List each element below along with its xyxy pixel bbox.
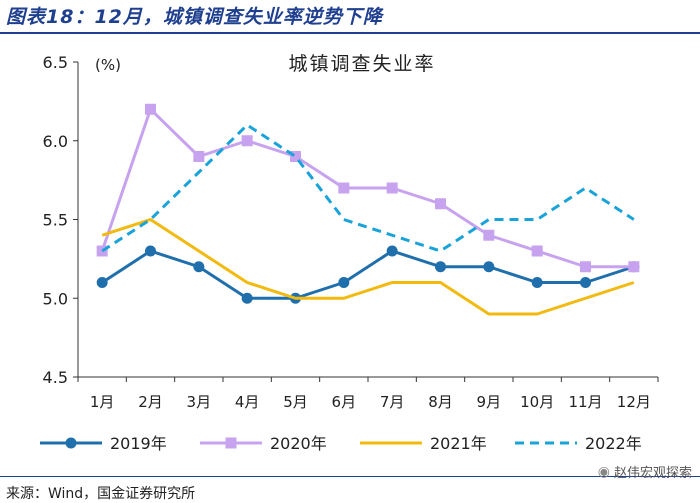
legend-marker <box>65 437 77 449</box>
data-point <box>290 151 301 162</box>
data-point <box>580 277 591 288</box>
x-tick-label: 2月 <box>138 393 163 411</box>
x-tick-label: 6月 <box>332 393 357 411</box>
data-point <box>386 182 398 194</box>
x-tick-label: 10月 <box>520 393 554 411</box>
legend-label: 2020年 <box>270 434 327 453</box>
data-point <box>580 261 591 273</box>
source-divider <box>0 476 700 477</box>
data-point <box>531 277 543 288</box>
x-tick-label: 7月 <box>380 393 405 411</box>
y-tick-label: 5.0 <box>43 289 68 308</box>
y-unit-label: (%) <box>95 56 121 74</box>
legend: 2019年 2020年 2021年 2022年 <box>40 434 642 453</box>
legend-item: 2020年 <box>200 434 327 453</box>
data-point <box>435 198 446 210</box>
data-point <box>338 277 350 288</box>
data-point <box>193 151 205 162</box>
data-point <box>145 245 156 257</box>
chart-title: 城镇调查失业率 <box>288 53 435 75</box>
data-point <box>435 261 446 273</box>
series-2021年 <box>101 218 635 316</box>
data-point <box>628 261 640 273</box>
x-tick-label: 1月 <box>90 393 115 411</box>
data-point <box>338 182 350 194</box>
y-tick-label: 4.5 <box>43 368 68 387</box>
line-chart: 城镇调查失业率 (%) 4.5 5.0 5.5 6.0 6.5 1月 2月 3月 4月 5月 6月 7… <box>40 53 659 453</box>
series-line <box>100 107 634 269</box>
figure-title: 图表18：12月，城镇调查失业率逆势下降 <box>6 6 383 28</box>
series-line <box>101 218 635 316</box>
x-tick-label: 3月 <box>187 393 212 411</box>
data-point <box>483 261 495 273</box>
legend-marker <box>225 437 237 449</box>
legend-label: 2022年 <box>585 434 642 453</box>
data-point <box>145 103 156 115</box>
series-2022年 <box>101 123 635 253</box>
series-2019年 <box>96 245 640 304</box>
x-tick-label: 4月 <box>235 393 260 411</box>
series-line <box>101 123 635 253</box>
x-tick-label: 11月 <box>568 393 602 411</box>
legend-item: 2021年 <box>360 434 487 453</box>
x-tick-label: 8月 <box>428 393 453 411</box>
data-point <box>241 292 253 304</box>
legend-label: 2021年 <box>430 434 487 453</box>
x-tick-label: 9月 <box>477 393 502 411</box>
source-note: 来源：Wind，国金证券研究所 <box>6 486 196 502</box>
data-point <box>531 245 543 257</box>
watermark: ◉ 赵伟宏观探索 <box>597 462 692 482</box>
x-tick-label: 5月 <box>283 393 308 411</box>
series-layer <box>96 103 640 316</box>
title-divider <box>0 32 700 34</box>
data-point <box>193 261 205 273</box>
legend-label: 2019年 <box>110 434 167 453</box>
watermark-text: 赵伟宏观探索 <box>613 466 692 481</box>
axes: 4.5 5.0 5.5 6.0 6.5 1月 2月 3月 4月 5月 6月 7月 8月 9月 10月 11月 1… <box>43 53 659 411</box>
data-point <box>96 277 108 288</box>
data-point <box>386 245 398 257</box>
x-tick-label: 12月 <box>617 393 651 411</box>
y-tick-label: 5.5 <box>43 211 68 230</box>
y-tick-label: 6.0 <box>43 132 68 151</box>
series-2020年 <box>96 103 640 273</box>
data-point <box>483 229 495 241</box>
series-line <box>101 249 635 300</box>
wechat-icon: ◉ <box>597 463 610 480</box>
data-point <box>241 135 253 147</box>
legend-item: 2019年 <box>40 434 167 453</box>
legend-item: 2022年 <box>515 434 642 453</box>
y-tick-label: 6.5 <box>43 53 68 72</box>
